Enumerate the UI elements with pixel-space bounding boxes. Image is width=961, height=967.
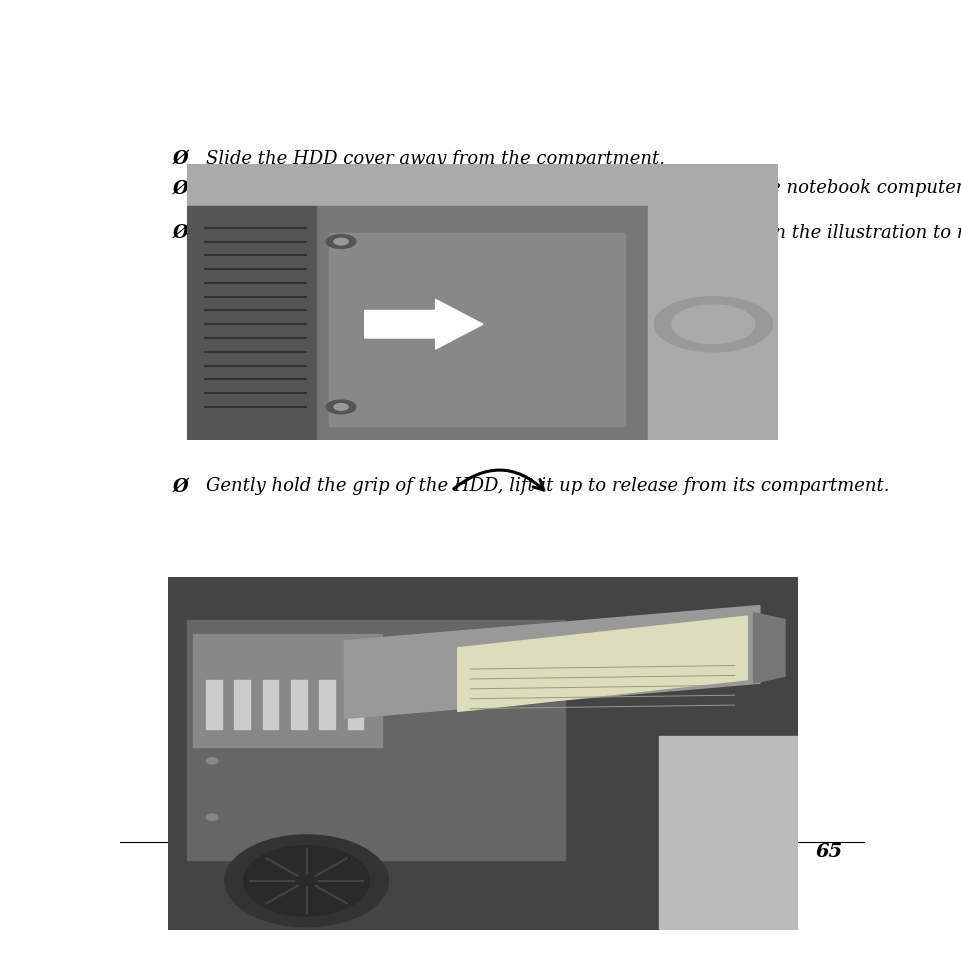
Bar [206, 680, 222, 729]
Polygon shape [344, 605, 760, 718]
Bar [330, 233, 625, 426]
Bar [319, 680, 335, 729]
Bar [348, 680, 363, 729]
Text: Ø: Ø [172, 224, 188, 242]
Text: Push the HDD slightly in the direction of the arrow as shown in the illustration: Push the HDD slightly in the direction o… [206, 224, 961, 242]
Text: The drive is attached to a special bracket that secures it to the notebook compu: The drive is attached to a special brack… [206, 179, 961, 197]
Text: Slide the HDD cover away from the compartment.: Slide the HDD cover away from the compar… [206, 150, 665, 167]
Circle shape [201, 811, 224, 824]
Text: screws that hold the bracket.: screws that hold the bracket. [206, 208, 474, 225]
Bar [291, 680, 307, 729]
Bar [234, 680, 250, 729]
Bar [187, 206, 317, 440]
Text: the pins of the drive.: the pins of the drive. [206, 252, 396, 271]
Circle shape [207, 814, 218, 820]
FancyArrow shape [365, 300, 483, 349]
Circle shape [654, 297, 773, 352]
Circle shape [207, 758, 218, 764]
Circle shape [327, 235, 356, 249]
Circle shape [244, 845, 370, 916]
Text: Ø: Ø [172, 179, 188, 197]
Circle shape [672, 305, 754, 343]
Bar [262, 680, 279, 729]
Circle shape [225, 835, 388, 926]
Bar [187, 620, 565, 860]
Polygon shape [753, 613, 785, 683]
Circle shape [201, 754, 224, 767]
Bar [187, 164, 778, 206]
Circle shape [327, 400, 356, 414]
Bar [659, 736, 798, 930]
Text: Gently hold the grip of the HDD, lift it up to release from its compartment.: Gently hold the grip of the HDD, lift it… [206, 477, 889, 495]
Bar [193, 633, 382, 747]
Text: Ø: Ø [172, 477, 188, 495]
Circle shape [334, 238, 348, 245]
Polygon shape [457, 616, 748, 712]
Bar [649, 206, 778, 440]
Text: 65: 65 [815, 842, 843, 861]
Text: Ø: Ø [172, 150, 188, 167]
Circle shape [334, 403, 348, 410]
Bar [317, 206, 649, 440]
